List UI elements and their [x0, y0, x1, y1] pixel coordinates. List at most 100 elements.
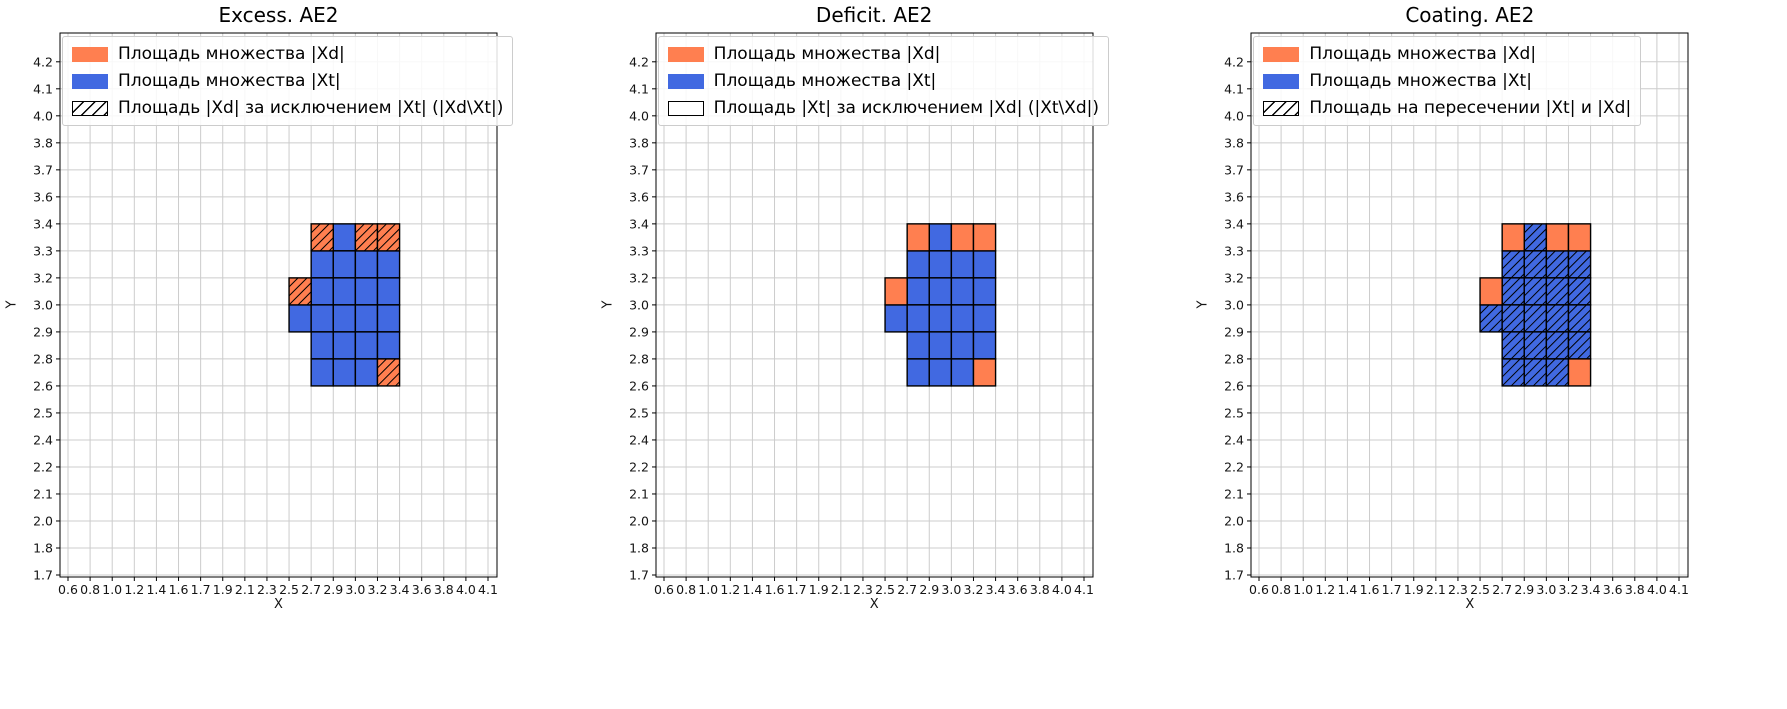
legend-swatch [667, 46, 704, 62]
tick-marks [56, 61, 489, 581]
cell-xt [354, 277, 379, 306]
subplot-excess-ae2: Excess. AE2 0.6 0.8 1.0 1.2 1.4 1.6 1.7 1.9 2.1 2.… [0, 0, 596, 709]
cell-xt [310, 250, 334, 279]
y-tick-label: 1.7 [1224, 568, 1244, 583]
cell-xt [950, 358, 974, 387]
x-tick-label: 4.1 [1669, 582, 1689, 597]
y-tick-label: 2.9 [33, 324, 53, 339]
y-tick-label: 2.0 [1224, 513, 1244, 528]
x-tick-label: 1.9 [1404, 582, 1424, 597]
cell-xd [972, 358, 996, 387]
x-tick-label: 3.6 [412, 582, 432, 597]
y-tick-label: 3.2 [1224, 270, 1244, 285]
x-tick-label: 0.6 [1249, 582, 1269, 597]
cell-xt [354, 304, 379, 333]
cell-xt [1568, 331, 1592, 360]
y-tick-label: 3.8 [33, 135, 53, 150]
cell-xt [1501, 331, 1526, 360]
x-tick-label: 2.7 [1493, 582, 1513, 597]
cell-xd [884, 277, 908, 306]
x-tick-label: 1.4 [1338, 582, 1358, 597]
y-tick-label: 2.8 [33, 351, 53, 366]
hatch-lines [1546, 277, 1570, 306]
x-tick-label: 3.4 [390, 582, 410, 597]
y-tick-label: 2.6 [33, 378, 53, 393]
legend-label: Площадь множества |Xd| [713, 44, 941, 64]
plot-title: Deficit. AE2 [815, 3, 933, 27]
y-tick-label: 2.2 [33, 459, 53, 474]
hatch-lines [377, 223, 400, 252]
cell-xt [310, 331, 334, 360]
x-tick-label: 4.1 [478, 582, 498, 597]
y-axis-label: Y [4, 300, 20, 309]
y-tick-label: 2.4 [1224, 432, 1244, 447]
x-tick-label: 3.8 [1030, 582, 1050, 597]
axes-spines [1250, 32, 1689, 578]
cell-xt [972, 277, 996, 306]
x-tick-label: 4.0 [1647, 582, 1667, 597]
y-tick-label: 4.1 [33, 81, 53, 96]
y-tick-label: 4.2 [1224, 54, 1244, 69]
y-tick-label: 1.8 [1224, 540, 1244, 555]
cell-xt [1501, 250, 1526, 279]
legend-swatch [667, 73, 704, 89]
y-tick-label: 3.6 [1224, 189, 1244, 204]
cell-xt [1568, 277, 1592, 306]
y-tick-label: 2.1 [33, 486, 53, 501]
x-tick-label: 1.9 [808, 582, 828, 597]
cell-xt [1523, 331, 1548, 360]
hatch-lines [377, 358, 400, 387]
y-tick-label: 2.8 [1224, 351, 1244, 366]
cell-xt [376, 250, 401, 279]
legend-label: Площадь множества |Xt| [118, 71, 341, 91]
x-tick-label: 2.9 [323, 582, 343, 597]
legend-swatch [1263, 46, 1300, 62]
cell-xt [906, 358, 930, 387]
x-tick-label: 2.5 [875, 582, 895, 597]
y-tick-label: 1.8 [629, 540, 649, 555]
x-tick-label: 1.9 [213, 582, 233, 597]
cell-xt [354, 358, 379, 387]
cell-xd [354, 223, 379, 252]
y-tick-label: 3.7 [1224, 162, 1244, 177]
cell-xt [1523, 277, 1548, 306]
y-tick-label: 2.9 [1224, 324, 1244, 339]
x-tick-label: 4.1 [1074, 582, 1094, 597]
legend-entry: Площадь множества |Xd| [72, 44, 503, 64]
y-tick-label: 3.3 [1224, 243, 1244, 258]
plot-title: Excess. AE2 [218, 3, 339, 27]
hatch-lines [1546, 331, 1570, 360]
x-tick-label: 1.2 [124, 582, 144, 597]
y-tick-label: 3.4 [33, 216, 53, 231]
y-tick-label: 3.3 [33, 243, 53, 258]
x-tick-label: 3.8 [1625, 582, 1645, 597]
cell-xt [972, 331, 996, 360]
legend-entry: Площадь |Xd| за исключением |Xt| (|Xd\Xt… [72, 98, 503, 118]
cell-xt [1545, 331, 1570, 360]
x-tick-label: 1.0 [698, 582, 718, 597]
cell-xt [332, 331, 357, 360]
y-tick-label: 2.6 [629, 378, 649, 393]
cell-xt [950, 250, 974, 279]
y-tick-label: 4.2 [629, 54, 649, 69]
y-tick-label: 3.0 [33, 297, 53, 312]
hatch-lines [310, 223, 334, 252]
cell-xt [1523, 304, 1548, 333]
cell-xt [928, 277, 952, 306]
x-tick-label: 1.0 [1294, 582, 1314, 597]
x-tick-label: 3.4 [1581, 582, 1601, 597]
x-tick-label: 2.3 [257, 582, 277, 597]
cell-xt [1523, 250, 1548, 279]
x-tick-label: 2.1 [1426, 582, 1446, 597]
legend-entry: Площадь множества |Xt| [667, 71, 1099, 91]
x-tick-label: 3.4 [985, 582, 1005, 597]
cell-xt [354, 250, 379, 279]
x-tick-label: 4.0 [456, 582, 476, 597]
cell-xt [332, 250, 357, 279]
cell-xd [310, 223, 334, 252]
cell-xt [288, 304, 312, 333]
legend-entry: Площадь множества |Xd| [1263, 44, 1631, 64]
legend-entry: Площадь множества |Xt| [1263, 71, 1631, 91]
legend-label: Площадь множества |Xd| [118, 44, 345, 64]
cell-xd [950, 223, 974, 252]
